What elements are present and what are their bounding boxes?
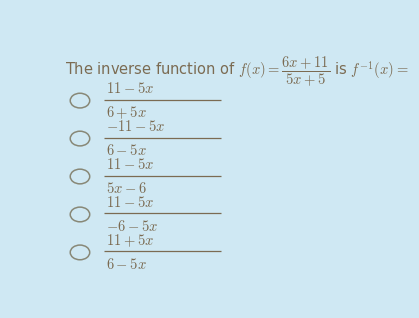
Text: $11 - 5x$: $11 - 5x$ (106, 81, 154, 96)
Text: $6 - 5x$: $6 - 5x$ (106, 257, 147, 272)
Text: The inverse function of $f(x) = \dfrac{6x + 11}{5x + 5}$ is $f^{-1}(x) =$: The inverse function of $f(x) = \dfrac{6… (65, 55, 409, 89)
Text: $11 - 5x$: $11 - 5x$ (106, 157, 154, 172)
Text: $6 + 5x$: $6 + 5x$ (106, 104, 147, 121)
Text: $5x - 6$: $5x - 6$ (106, 181, 147, 196)
Text: $-11 - 5x$: $-11 - 5x$ (106, 119, 166, 134)
Text: $11 + 5x$: $11 + 5x$ (106, 232, 154, 249)
Text: $11 - 5x$: $11 - 5x$ (106, 195, 154, 210)
Text: $-6 - 5x$: $-6 - 5x$ (106, 219, 158, 234)
Text: $6 - 5x$: $6 - 5x$ (106, 143, 147, 158)
